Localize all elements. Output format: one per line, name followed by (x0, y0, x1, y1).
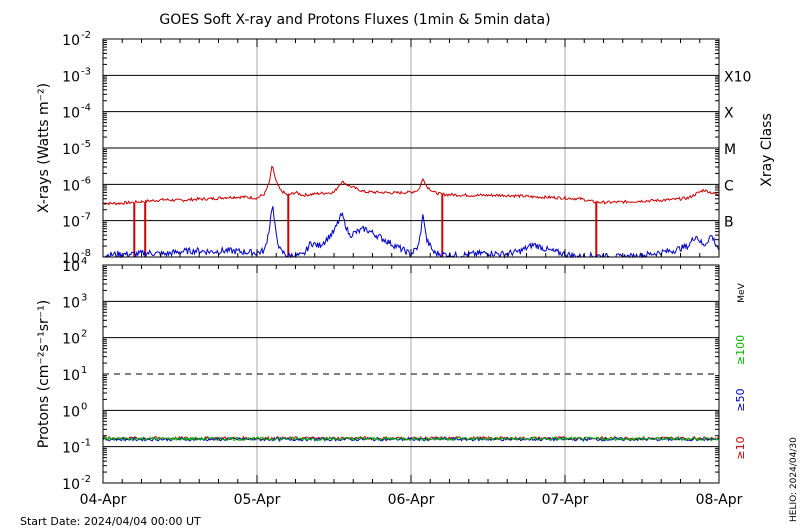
proton-energy-label: ≥100 (734, 335, 747, 365)
xray-y-tick-label: 10 (62, 106, 80, 122)
series-layer (102, 165, 720, 443)
xray-class-label: C (724, 178, 734, 194)
axis-ticks (102, 39, 720, 483)
xray-y-tick-label: 10 (62, 33, 80, 49)
xray-class-label: B (724, 215, 734, 231)
xray-long-series (102, 165, 720, 258)
proton-y-tick-label: 10 (62, 332, 80, 348)
proton-energy-label: MeV (737, 282, 747, 302)
xray-class-axis-label: Xray Class (759, 113, 775, 187)
proton-y-tick-exponent: -2 (81, 474, 91, 485)
credit-label: HELIO: 2024/04/30 (789, 437, 799, 522)
xray-y-tick-label: 10 (62, 69, 80, 85)
proton-y-tick-label: 10 (62, 259, 80, 275)
proton-y-tick-label: 10 (62, 368, 80, 384)
xray-y-tick-exponent: -6 (81, 175, 91, 186)
xray-y-tick-exponent: -3 (81, 66, 91, 77)
xray-y-tick-label: 10 (62, 251, 80, 267)
xray-class-label: X10 (724, 69, 751, 85)
proton-energy-label: ≥50 (734, 388, 747, 411)
xray-class-label: M (724, 142, 736, 158)
x-tick-label: 08-Apr (696, 492, 743, 508)
x-tick-label: 07-Apr (542, 492, 589, 508)
xray-y-tick-exponent: -2 (81, 30, 91, 41)
proton-y-tick-exponent: 1 (81, 365, 87, 376)
start-date-label: Start Date: 2024/04/04 00:00 UT (20, 515, 201, 528)
x-tick-label: 06-Apr (388, 492, 435, 508)
xray-y-tick-label: 10 (62, 178, 80, 194)
xray-y-axis-label: X-rays (Watts m⁻²) (36, 83, 52, 213)
xray-y-tick-exponent: -8 (81, 248, 91, 259)
proton-y-tick-exponent: 0 (81, 401, 87, 412)
proton-y-tick-label: 10 (62, 441, 80, 457)
xray-y-tick-label: 10 (62, 142, 80, 158)
proton-y-axis-label: Protons (cm⁻²s⁻¹sr⁻¹) (36, 300, 52, 449)
chart-title: GOES Soft X-ray and Protons Fluxes (1min… (159, 12, 550, 28)
x-tick-label: 05-Apr (234, 492, 281, 508)
proton-y-tick-exponent: 2 (81, 329, 87, 340)
xray-y-tick-exponent: -5 (81, 139, 91, 150)
proton-y-tick-label: 10 (62, 404, 80, 420)
proton-y-tick-exponent: -1 (81, 438, 91, 449)
xray-y-tick-exponent: -4 (81, 103, 91, 114)
x-tick-label: 04-Apr (80, 492, 127, 508)
proton-y-tick-label: 10 (62, 295, 80, 311)
proton-100mev-series (102, 436, 720, 442)
proton-y-tick-exponent: 4 (81, 256, 87, 267)
proton-y-tick-exponent: 3 (81, 292, 87, 303)
proton-y-tick-label: 10 (62, 477, 80, 493)
xray-panel-grid (103, 39, 719, 257)
xray-y-tick-exponent: -7 (81, 212, 91, 223)
xray-y-tick-label: 10 (62, 215, 80, 231)
proton-energy-label: ≥10 (734, 436, 747, 459)
proton-panel-grid (103, 265, 719, 483)
xray-class-label: X (724, 106, 734, 122)
